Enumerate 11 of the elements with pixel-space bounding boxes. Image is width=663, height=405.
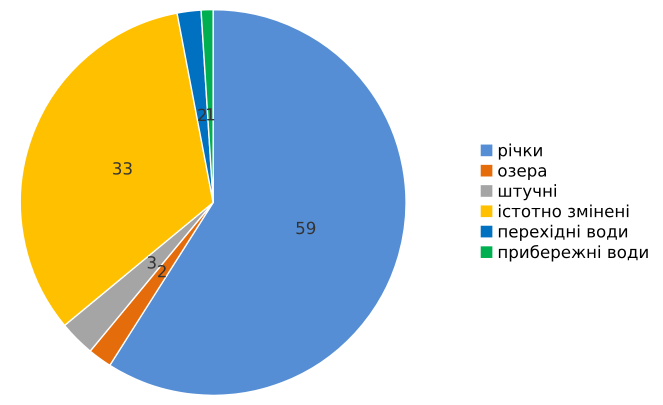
legend-label: істотно змінені [498,204,628,218]
legend-label: штучні [498,184,556,200]
data-label: 3 [148,256,156,269]
data-label: 2 [198,108,206,121]
legend-label: прибережні води [498,245,648,262]
legend-label: озера [498,167,546,180]
legend-label: перехідні води [498,224,628,241]
data-label: 59 [296,222,316,234]
legend-label: річки [498,144,542,160]
data-label: 33 [113,162,132,175]
data-label: 2 [158,264,166,278]
